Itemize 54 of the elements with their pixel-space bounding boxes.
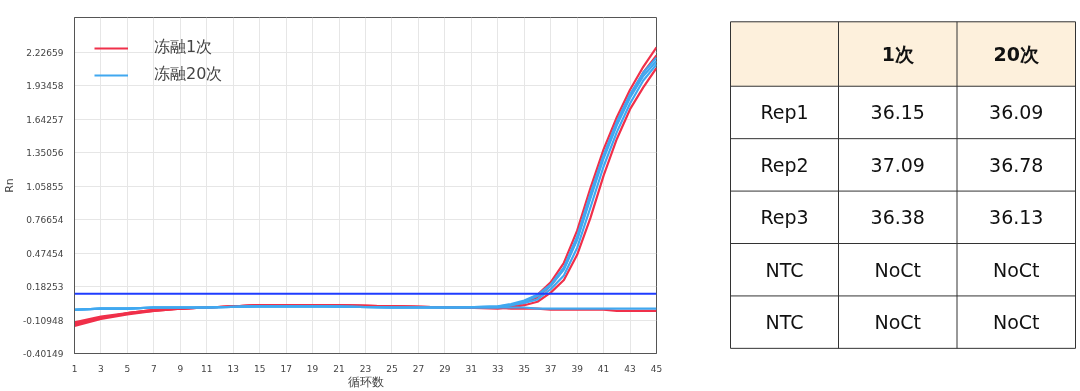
y-tick-label: -0.10948 xyxy=(23,315,64,326)
text: NoCt xyxy=(874,258,922,281)
x-tick-label: 39 xyxy=(571,363,584,374)
text: 36.15 xyxy=(870,101,925,124)
category-label: NTC xyxy=(765,311,804,334)
x-tick-label: 35 xyxy=(518,363,530,374)
text: NoCt xyxy=(992,311,1040,334)
x-axis-title: 循环数 xyxy=(347,374,384,389)
x-tick-label: 21 xyxy=(333,363,345,374)
y-tick-label: 1.35056 xyxy=(26,148,64,159)
y-tick-label: -0.40149 xyxy=(23,349,64,359)
text: NoCt xyxy=(992,258,1040,281)
x-tick-label: 23 xyxy=(359,363,372,374)
y-tick-label: 1.93458 xyxy=(26,81,64,92)
y-tick-label: 1.64257 xyxy=(26,114,64,125)
text: 37.09 xyxy=(870,153,925,176)
category-label: 1次 xyxy=(881,43,915,66)
x-tick-label: 5 xyxy=(124,363,131,374)
y-tick-label: 0.47454 xyxy=(26,248,64,259)
x-tick-label: 19 xyxy=(306,363,319,374)
text: 36.13 xyxy=(989,206,1044,229)
y-tick-label: 2.22659 xyxy=(26,47,64,58)
text: 36.78 xyxy=(989,153,1044,176)
x-tick-label: 13 xyxy=(227,363,239,374)
x-tick-label: 29 xyxy=(439,363,451,374)
category-label: Rep1 xyxy=(760,101,809,124)
y-tick-label: 1.05855 xyxy=(26,181,64,192)
x-tick-label: 9 xyxy=(177,363,184,374)
category-label: Rep3 xyxy=(760,206,809,229)
x-tick-label: 7 xyxy=(151,363,157,374)
category-label: Rep2 xyxy=(760,153,809,176)
x-tick-label: 1 xyxy=(71,363,78,374)
y-tick-label: 0.18253 xyxy=(26,282,64,293)
category-label: 20次 xyxy=(993,43,1040,66)
x-tick-label: 25 xyxy=(386,363,398,374)
x-tick-label: 17 xyxy=(280,363,292,374)
x-tick-label: 45 xyxy=(650,363,663,374)
legend-label: 冻融20次 xyxy=(154,64,223,85)
x-tick-label: 33 xyxy=(492,363,504,374)
y-tick-label: 0.76654 xyxy=(26,215,64,226)
x-tick-label: 41 xyxy=(597,363,610,374)
text: 36.09 xyxy=(989,101,1044,124)
x-tick-label: 3 xyxy=(98,363,104,374)
x-tick-label: 37 xyxy=(544,363,557,374)
text: NoCt xyxy=(874,311,922,334)
text: 36.38 xyxy=(870,206,925,229)
category-label: NTC xyxy=(765,258,804,281)
x-tick-label: 31 xyxy=(465,363,478,374)
y-axis-title: Rn xyxy=(3,178,17,193)
x-tick-label: 15 xyxy=(253,363,266,374)
x-tick-label: 11 xyxy=(201,363,213,374)
legend-label: 冻融1次 xyxy=(154,37,213,58)
x-tick-label: 27 xyxy=(412,363,425,374)
x-tick-label: 43 xyxy=(624,363,636,374)
